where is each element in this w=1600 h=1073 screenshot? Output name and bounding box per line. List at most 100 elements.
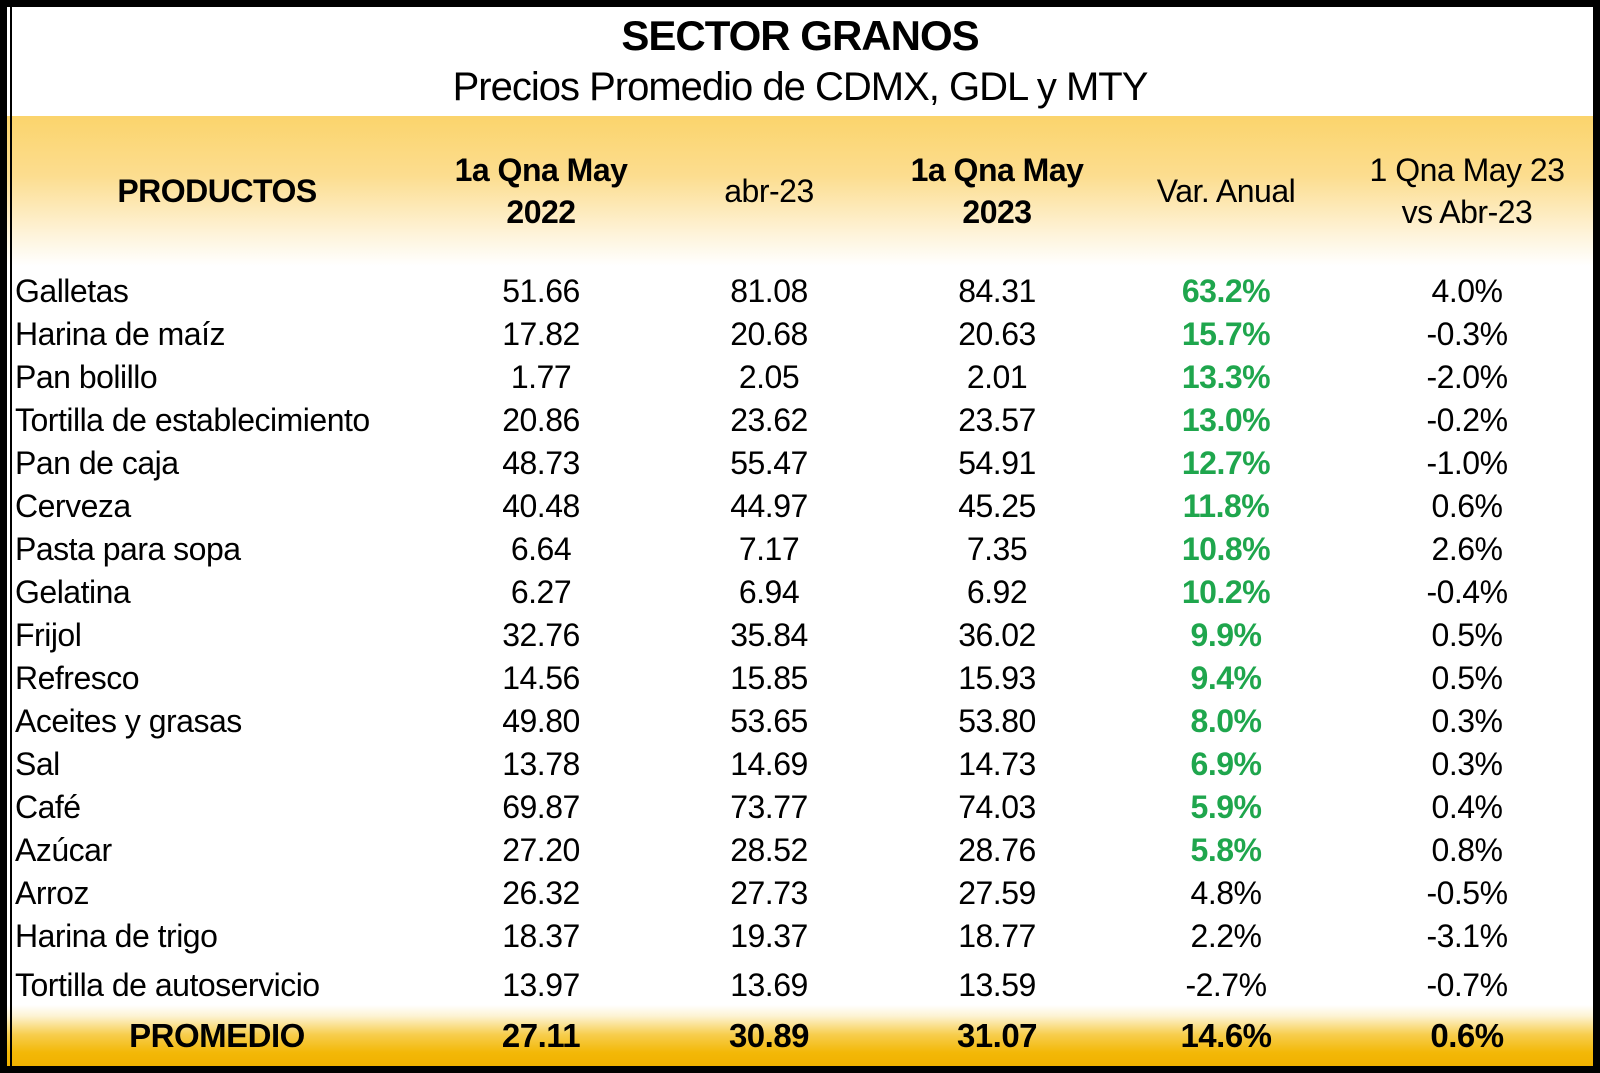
value-may-2023: 7.35 (966, 531, 1028, 567)
value-var-qna: -0.5% (1426, 875, 1508, 911)
column-header-may-2022-line1: 1a Qna May (454, 152, 628, 188)
product-name: Pasta para sopa (15, 531, 241, 567)
product-name: Frijol (15, 617, 82, 653)
table-row: Pan de caja 48.73 55.47 54.91 12.7% -1.0… (7, 442, 1593, 485)
table-row: Harina de maíz 17.82 20.68 20.63 15.7% -… (7, 313, 1593, 356)
value-var-qna: 0.6% (1431, 488, 1503, 524)
value-var-anual: 63.2% (1181, 273, 1271, 309)
footer-var-qna: 0.6% (1430, 1017, 1504, 1054)
value-var-qna: 0.5% (1431, 660, 1503, 696)
value-abr-23: 44.97 (730, 488, 808, 524)
column-header-may-2022: 1a Qna May 2022 (427, 149, 655, 233)
value-var-qna: -1.0% (1426, 445, 1508, 481)
value-may-2023: 74.03 (958, 789, 1036, 825)
value-var-qna: 0.4% (1431, 789, 1503, 825)
column-header-var-anual: Var. Anual (1156, 173, 1296, 209)
value-abr-23: 13.69 (730, 967, 808, 1003)
value-may-2022: 20.86 (502, 402, 580, 438)
value-may-2022: 51.66 (502, 273, 580, 309)
value-may-2022: 14.56 (502, 660, 580, 696)
value-may-2023: 36.02 (958, 617, 1036, 653)
value-abr-23: 53.65 (730, 703, 808, 739)
column-header-var-qna-line1: 1 Qna May 23 (1369, 152, 1566, 188)
product-name: Galletas (15, 273, 129, 309)
value-may-2023: 28.76 (958, 832, 1036, 868)
table-footer-row: PROMEDIO 27.11 30.89 31.07 14.6% 0.6% (7, 1005, 1593, 1066)
value-may-2023: 84.31 (958, 273, 1036, 309)
value-var-anual: 8.0% (1190, 703, 1262, 739)
value-may-2022: 6.27 (510, 574, 572, 610)
table-row: Azúcar 27.20 28.52 28.76 5.8% 0.8% (7, 829, 1593, 872)
table-row: Frijol 32.76 35.84 36.02 9.9% 0.5% (7, 614, 1593, 657)
value-var-anual: 5.9% (1190, 789, 1262, 825)
value-var-anual: 9.4% (1190, 660, 1262, 696)
table-row: Tortilla de autoservicio 13.97 13.69 13.… (7, 958, 1593, 1009)
value-abr-23: 19.37 (730, 918, 808, 954)
product-name: Azúcar (15, 832, 112, 868)
value-var-qna: -2.0% (1426, 359, 1508, 395)
value-abr-23: 81.08 (730, 273, 808, 309)
table-row: Arroz 26.32 27.73 27.59 4.8% -0.5% (7, 872, 1593, 915)
value-abr-23: 55.47 (730, 445, 808, 481)
value-may-2022: 69.87 (502, 789, 580, 825)
column-header-may-2023-line2: 2023 (962, 194, 1032, 230)
table-row: Sal 13.78 14.69 14.73 6.9% 0.3% (7, 743, 1593, 786)
value-may-2022: 18.37 (502, 918, 580, 954)
value-may-2022: 13.78 (502, 746, 580, 782)
product-name: Pan de caja (15, 445, 179, 481)
product-name: Cerveza (15, 488, 131, 524)
table-row: Galletas 51.66 81.08 84.31 63.2% 4.0% (7, 270, 1593, 313)
value-var-qna: -0.7% (1426, 967, 1508, 1003)
value-var-anual: 13.0% (1181, 402, 1271, 438)
value-var-qna: -0.2% (1426, 402, 1508, 438)
value-var-anual: 2.2% (1190, 918, 1262, 954)
value-may-2023: 6.92 (966, 574, 1028, 610)
footer-abr-23: 30.89 (728, 1017, 810, 1054)
column-header-var-qna: 1 Qna May 23 vs Abr-23 (1341, 149, 1593, 233)
product-name: Café (15, 789, 81, 825)
value-may-2022: 49.80 (502, 703, 580, 739)
page-subtitle: Precios Promedio de CDMX, GDL y MTY (452, 65, 1149, 109)
value-abr-23: 7.17 (738, 531, 800, 567)
value-may-2022: 40.48 (502, 488, 580, 524)
value-may-2023: 23.57 (958, 402, 1036, 438)
value-var-qna: 0.3% (1431, 746, 1503, 782)
value-may-2022: 6.64 (510, 531, 572, 567)
value-var-anual: 12.7% (1181, 445, 1271, 481)
value-var-anual: 15.7% (1181, 316, 1271, 352)
footer-may-2023: 31.07 (956, 1017, 1038, 1054)
value-abr-23: 27.73 (730, 875, 808, 911)
value-abr-23: 6.94 (738, 574, 800, 610)
value-var-anual: 13.3% (1181, 359, 1271, 395)
table-row: Café 69.87 73.77 74.03 5.9% 0.4% (7, 786, 1593, 829)
table-row: Cerveza 40.48 44.97 45.25 11.8% 0.6% (7, 485, 1593, 528)
table-row: Pasta para sopa 6.64 7.17 7.35 10.8% 2.6… (7, 528, 1593, 571)
value-may-2022: 17.82 (502, 316, 580, 352)
value-may-2023: 18.77 (958, 918, 1036, 954)
table-row: Gelatina 6.27 6.94 6.92 10.2% -0.4% (7, 571, 1593, 614)
value-may-2023: 54.91 (958, 445, 1036, 481)
footer-var-anual: 14.6% (1180, 1017, 1272, 1054)
value-var-anual: 4.8% (1190, 875, 1262, 911)
value-var-qna: -3.1% (1426, 918, 1508, 954)
value-may-2023: 13.59 (958, 967, 1036, 1003)
value-var-qna: 0.8% (1431, 832, 1503, 868)
product-name: Arroz (15, 875, 89, 911)
column-header-abr-23: abr-23 (724, 173, 814, 209)
product-name: Harina de maíz (15, 316, 225, 352)
value-may-2023: 15.93 (958, 660, 1036, 696)
value-var-qna: 4.0% (1431, 273, 1503, 309)
value-may-2023: 14.73 (958, 746, 1036, 782)
value-var-anual: -2.7% (1185, 967, 1267, 1003)
value-abr-23: 73.77 (730, 789, 808, 825)
value-abr-23: 20.68 (730, 316, 808, 352)
value-var-anual: 6.9% (1190, 746, 1262, 782)
value-var-anual: 11.8% (1182, 488, 1270, 524)
value-abr-23: 23.62 (730, 402, 808, 438)
value-var-anual: 9.9% (1190, 617, 1262, 653)
value-may-2023: 2.01 (966, 359, 1028, 395)
value-var-anual: 5.8% (1190, 832, 1262, 868)
page-title: SECTOR GRANOS (621, 12, 979, 59)
value-abr-23: 14.69 (730, 746, 808, 782)
